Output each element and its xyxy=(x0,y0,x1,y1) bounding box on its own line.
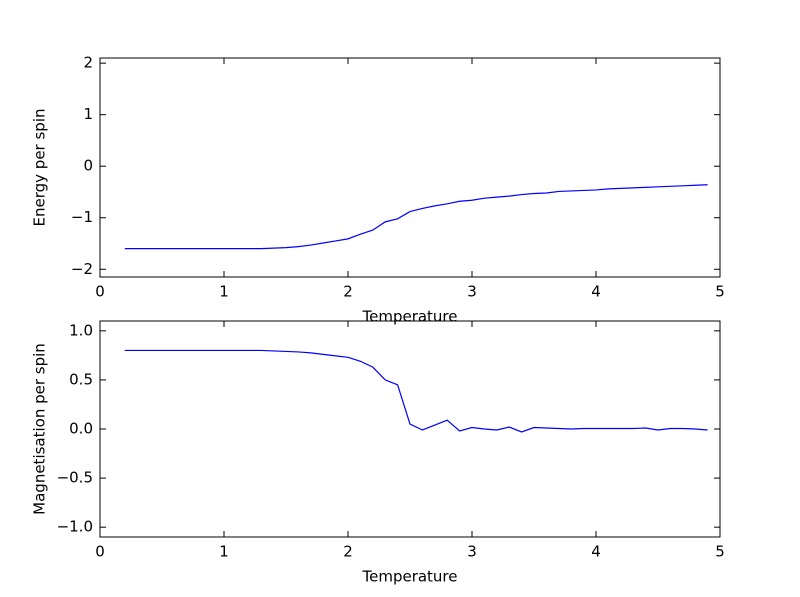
x-tick-label: 5 xyxy=(715,283,725,301)
x-tick-label: 1 xyxy=(219,283,229,301)
data-line xyxy=(124,184,708,250)
y-tick-label: −1.0 xyxy=(57,518,93,536)
x-tick-label: 4 xyxy=(591,283,601,301)
y-tick-label: 1.0 xyxy=(69,321,93,339)
x-tick-label: 1 xyxy=(219,543,229,561)
y-tick-label: 2 xyxy=(83,54,93,72)
y-tick-label: 1 xyxy=(83,105,93,123)
axes-frame xyxy=(99,57,721,278)
x-tick-label: 2 xyxy=(343,543,353,561)
x-axis-label: Temperature xyxy=(361,308,457,326)
x-tick-label: 3 xyxy=(467,283,477,301)
y-axis-label: Energy per spin xyxy=(31,109,49,227)
y-tick-label: −0.5 xyxy=(57,469,93,487)
x-tick-label: 3 xyxy=(467,543,477,561)
y-tick-label: −2 xyxy=(71,260,93,278)
y-axis-label: Magnetisation per spin xyxy=(31,343,49,515)
y-tick-label: 0.0 xyxy=(69,420,93,438)
y-tick-label: 0.5 xyxy=(69,370,93,388)
x-tick-label: 0 xyxy=(95,283,105,301)
x-tick-label: 0 xyxy=(95,543,105,561)
x-axis-label: Temperature xyxy=(361,568,457,586)
subplot: 0 1 2 3 4 5 −1.0 −0.5 0.0 0.5 1.0 Temperature Magnet… xyxy=(31,320,725,586)
y-tick-label: −1 xyxy=(71,208,93,226)
x-tick-label: 5 xyxy=(715,543,725,561)
subplot: 0 1 2 3 4 5 −2 −1 0 1 2 Temperature Energy per spin xyxy=(31,54,725,326)
x-tick-label: 4 xyxy=(591,543,601,561)
x-tick-label: 2 xyxy=(343,283,353,301)
data-line xyxy=(124,349,708,433)
y-tick-label: 0 xyxy=(83,157,93,175)
